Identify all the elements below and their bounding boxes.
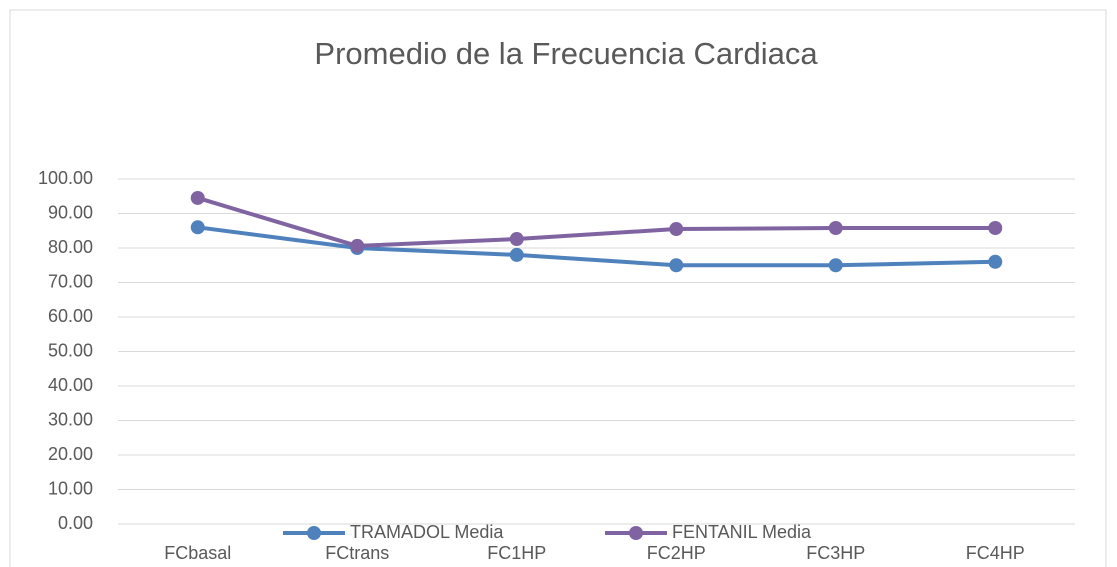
x-tick-label: FCtrans (325, 543, 389, 563)
data-point (669, 258, 684, 273)
y-tick-label: 80.00 (48, 237, 93, 257)
series-line (197, 196, 996, 248)
y-tick-label: 30.00 (48, 409, 93, 429)
y-tick-label: 60.00 (48, 306, 93, 326)
data-point (509, 232, 524, 247)
x-tick-label: FC2HP (647, 543, 706, 563)
data-point (190, 190, 205, 205)
legend-marker (307, 526, 321, 540)
y-tick-label: 100.00 (38, 168, 93, 188)
x-tick-label: FCbasal (164, 543, 231, 563)
data-point (828, 220, 843, 235)
y-tick-label: 50.00 (48, 340, 93, 360)
chart-frame (9, 9, 1107, 567)
legend-label: FENTANIL Media (672, 522, 812, 542)
x-tick-label: FC4HP (966, 543, 1025, 563)
x-tick-label: FC3HP (806, 543, 865, 563)
data-point (669, 222, 684, 237)
y-tick-label: 70.00 (48, 271, 93, 291)
data-point (509, 247, 524, 262)
data-point (828, 258, 843, 273)
y-tick-label: 40.00 (48, 375, 93, 395)
data-point (988, 220, 1003, 235)
data-point (988, 254, 1003, 269)
y-tick-label: 0.00 (58, 513, 93, 533)
legend-marker (629, 526, 643, 540)
data-point (350, 238, 365, 253)
data-point (190, 220, 205, 235)
x-tick-label: FC1HP (487, 543, 546, 563)
y-tick-label: 10.00 (48, 478, 93, 498)
y-tick-label: 90.00 (48, 202, 93, 222)
y-tick-label: 20.00 (48, 444, 93, 464)
series-line (197, 225, 996, 268)
legend-label: TRAMADOL Media (350, 522, 504, 542)
chart-title: Promedio de la Frecuencia Cardiaca (314, 36, 818, 71)
